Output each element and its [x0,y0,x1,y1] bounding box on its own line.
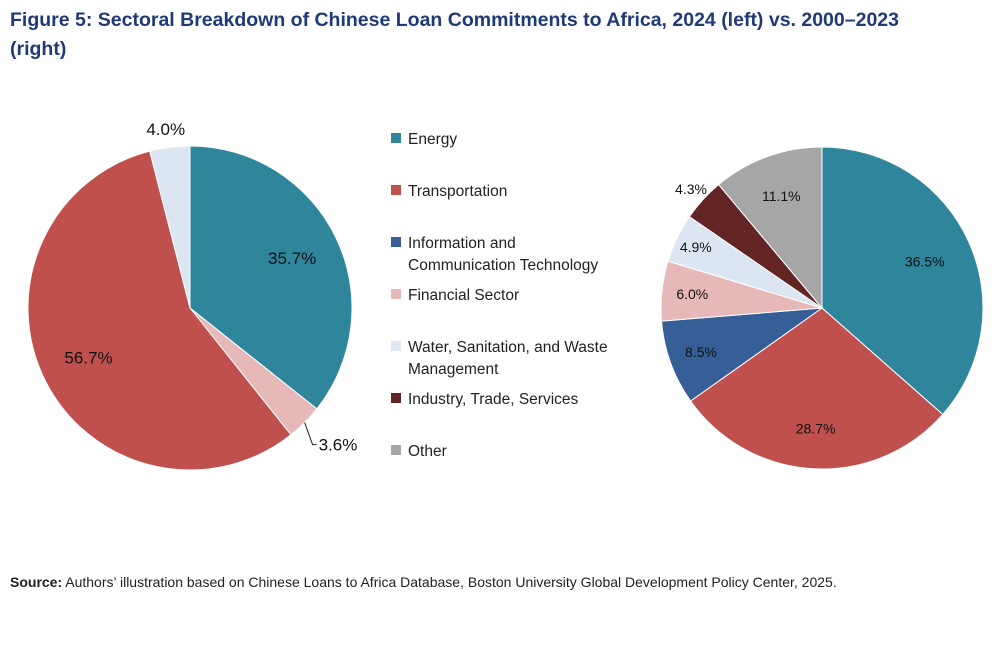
data-label-financial-sector: 3.6% [319,436,358,455]
legend: Energy Transportation Information and Commu… [391,131,608,460]
legend-swatch-other [391,445,401,455]
legend-swatch-industry-trade-services [391,393,401,403]
data-label-other: 11.1% [762,188,801,204]
legend-swatch-information-and-communication-technology [391,237,401,247]
legend-swatch-financial-sector [391,289,401,299]
data-label-financial-sector: 6.0% [676,286,708,302]
pie-slice-transportation [689,307,944,470]
data-label-information-and-communication-technology: 8.5% [685,344,717,360]
legend-label-other: Other [408,443,447,460]
source-label: Source: [10,574,63,590]
data-label-water-sanitation-and-waste-management: 4.0% [146,120,185,139]
data-label-transportation: 56.7% [64,349,112,368]
charts-canvas: 35.7% 3.6% 56.7% 4.0% 36.5% 28.7% 8.5% 6.0% 4.9… [27,120,984,471]
leader-line [304,422,317,446]
data-label-energy: 36.5% [905,254,945,270]
source-text: Authors’ illustration based on Chinese L… [65,574,837,590]
legend-swatch-transportation [391,185,401,195]
pie-chart-2024: 35.7% 3.6% 56.7% 4.0% [27,120,358,471]
data-label-industry-trade-services: 4.3% [675,181,707,197]
source-note: Source: Authors’ illustration based on C… [10,572,890,592]
legend-label-transportation: Transportation [408,183,507,200]
legend-label-water-sanitation-and-waste-management: Management [408,361,499,378]
data-label-transportation: 28.7% [796,421,836,437]
pie-slice-transportation [27,150,292,471]
figure-title: Figure 5: Sectoral Breakdown of Chinese … [10,9,899,60]
legend-label-industry-trade-services: Industry, Trade, Services [408,391,579,408]
pie-slice-energy [821,146,984,416]
legend-swatch-energy [391,133,401,143]
pie-slice-other [717,146,823,310]
pie-chart-2000-2023: 36.5% 28.7% 8.5% 6.0% 4.9% 4.3% 11.1% [660,146,984,470]
legend-label-financial-sector: Financial Sector [408,287,519,304]
legend-label-water-sanitation-and-waste-management: Water, Sanitation, and Waste [408,339,608,356]
pie-slice-energy [189,145,353,410]
legend-label-energy: Energy [408,131,457,148]
data-label-water-sanitation-and-waste-management: 4.9% [680,239,712,255]
pie-slice-water-sanitation-and-waste-management [149,145,191,309]
legend-label-information-and-communication-technology: Communication Technology [408,257,598,274]
legend-label-information-and-communication-technology: Information and [408,235,516,252]
data-label-energy: 35.7% [268,249,316,268]
pie-slice-information-and-communication-technology [661,307,824,402]
legend-swatch-water-sanitation-and-waste-management [391,341,401,351]
